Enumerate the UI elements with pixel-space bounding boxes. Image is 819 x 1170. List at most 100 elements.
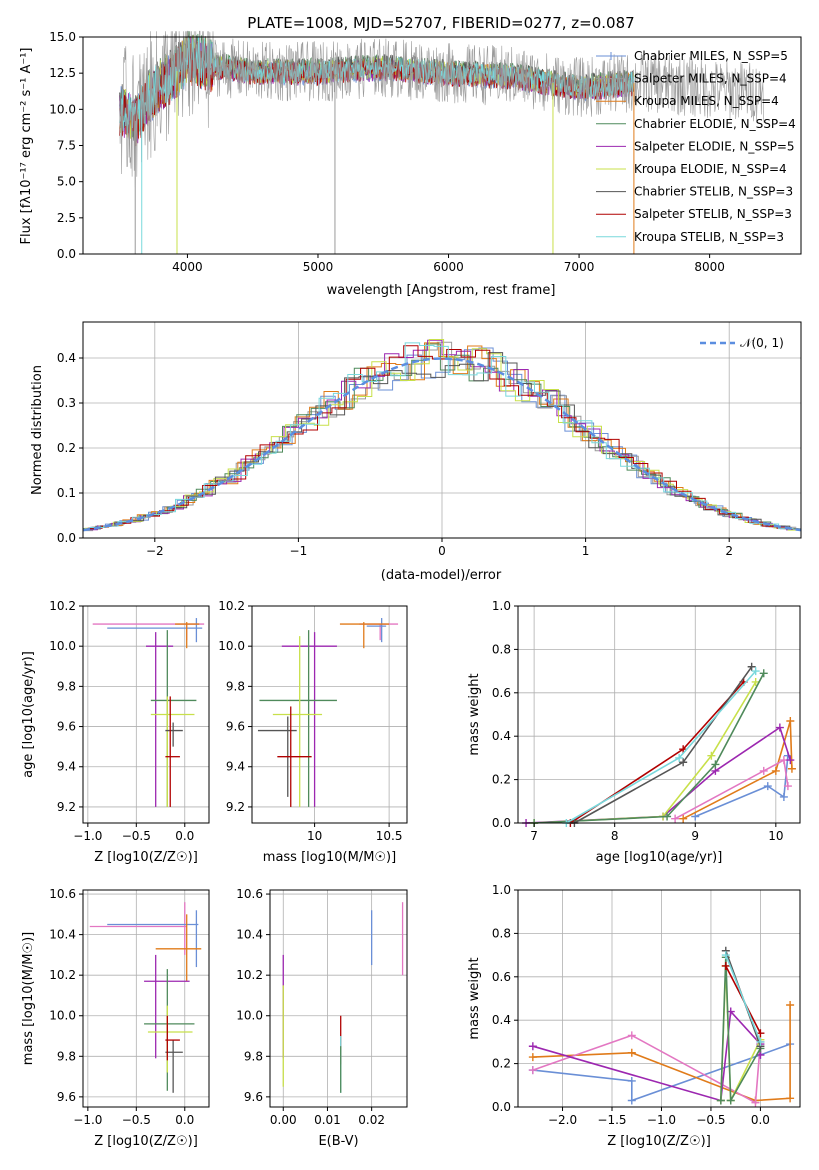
weight-point-marker: [627, 1096, 636, 1105]
x-tick-label: 0.02: [358, 1113, 385, 1127]
legend-normal-label: 𝒩(0, 1): [740, 336, 784, 350]
x-tick-label: −1.0: [647, 1113, 676, 1127]
y-tick-label: 9.6: [57, 720, 76, 734]
residuals-y-tick-label: 0.1: [57, 486, 76, 500]
weight-point-marker: [528, 1053, 537, 1062]
y-tick-label: 10.0: [236, 1009, 263, 1023]
age-vs-Z-panel: −1.0 −0.5 0.0 9.2 9.4 9.6 9.8 10.0 10.2 Z [log10(…: [21, 599, 210, 865]
x-tick-label: −0.5: [122, 1113, 151, 1127]
legend-label: Salpeter STELIB, N_SSP=3: [634, 207, 792, 221]
x-tick-label: 0.0: [751, 1113, 770, 1127]
spectrum-title: PLATE=1008, MJD=52707, FIBERID=0277, z=0…: [247, 14, 634, 32]
weight-series-line: [674, 758, 789, 820]
weight-point-marker: [528, 1066, 537, 1075]
spectrum-y-tick-label: 0.0: [57, 247, 76, 261]
residuals-y-tick-label: 0.0: [57, 531, 76, 545]
weight-series-line: [565, 670, 757, 824]
spectrum-x-axis-label: wavelength [Angstrom, rest frame]: [327, 283, 556, 298]
y-tick-label: 9.6: [226, 720, 245, 734]
axes-frame: [269, 889, 408, 1108]
axes-frame: [517, 605, 801, 824]
x-tick-label: −1.5: [597, 1113, 626, 1127]
legend-label: Salpeter MILES, N_SSP=4: [634, 72, 787, 86]
axes-frame: [82, 889, 210, 1108]
y-tick-label: 0.2: [492, 773, 511, 787]
x-tick-label: −0.5: [122, 829, 151, 843]
weight-point-marker: [663, 812, 672, 821]
spectrum-x-tick-label: 5000: [303, 260, 334, 274]
x-axis-label: Z [log10(Z/Z☉)]: [94, 850, 198, 865]
y-tick-label: 0.4: [492, 1013, 511, 1027]
residuals-histogram-step: [86, 352, 801, 530]
y-tick-label: 10.0: [49, 1009, 76, 1023]
weight-point-marker: [675, 753, 684, 762]
weight-point-marker: [751, 667, 760, 676]
y-tick-label: 9.8: [57, 1049, 76, 1063]
y-tick-label: 9.6: [244, 1090, 263, 1104]
y-tick-label: 0.6: [492, 970, 511, 984]
y-tick-label: 0.2: [492, 1057, 511, 1071]
x-tick-label: 0.01: [314, 1113, 341, 1127]
y-tick-label: 9.8: [57, 679, 76, 693]
weight-point-marker: [528, 1042, 537, 1051]
weight-point-marker: [787, 764, 796, 773]
residuals-histogram-step: [83, 339, 801, 531]
weight-series-line: [725, 954, 762, 1043]
residuals-y-axis-label: Normed distribution: [30, 365, 45, 495]
y-tick-label: 0.8: [492, 926, 511, 940]
legend-label: Chabrier ELODIE, N_SSP=4: [634, 117, 796, 131]
y-tick-label: 9.2: [57, 800, 76, 814]
spectrum-y-tick-label: 15.0: [49, 30, 76, 44]
residuals-normal-curve: [82, 357, 802, 532]
weight-point-marker: [726, 1096, 735, 1105]
weight-point-marker: [679, 814, 688, 823]
x-tick-label: −1.0: [73, 1113, 102, 1127]
y-tick-label: 9.8: [244, 1049, 263, 1063]
y-tick-label: 9.4: [226, 760, 245, 774]
y-axis-label: mass weight: [467, 673, 482, 755]
residuals-y-tick-label: 0.3: [57, 396, 76, 410]
residuals-histogram-step: [89, 342, 801, 530]
spectrum-observed-line: [119, 30, 765, 188]
residuals-x-tick-label: 1: [582, 544, 590, 558]
x-tick-label: 0.00: [270, 1113, 297, 1127]
x-tick-label: 9: [691, 829, 699, 843]
y-tick-label: 10.6: [236, 887, 263, 901]
residuals-x-axis-label: (data-model)/error: [381, 568, 502, 583]
legend-label: Salpeter ELODIE, N_SSP=5: [634, 139, 795, 153]
y-tick-label: 1.0: [492, 883, 511, 897]
y-tick-label: 10.2: [49, 968, 76, 982]
weight-point-marker: [763, 782, 772, 791]
weight-series-line: [569, 681, 745, 824]
weight-point-marker: [759, 669, 768, 678]
residuals-x-tick-label: 0: [438, 544, 446, 558]
weight-point-marker: [721, 951, 730, 960]
y-tick-label: 10.0: [49, 639, 76, 653]
weight-point-marker: [786, 717, 795, 726]
legend-label: Kroupa MILES, N_SSP=4: [634, 94, 779, 108]
legend-label: Kroupa STELIB, N_SSP=3: [634, 230, 784, 244]
spectrum-y-tick-label: 12.5: [49, 66, 76, 80]
weight-point-marker: [756, 1037, 765, 1046]
x-axis-label: Z [log10(Z/Z☉)]: [607, 1134, 711, 1149]
y-tick-label: 10.0: [218, 639, 245, 653]
weight-point-marker: [775, 723, 784, 732]
residuals-panel: −2 −1 0 1 2 0.0 0.1 0.2 0.3 0.4 (data-model)/erro…: [30, 321, 802, 583]
weight-point-marker: [627, 1076, 636, 1085]
x-tick-label: −2.0: [548, 1113, 577, 1127]
legend-label: Chabrier MILES, N_SSP=5: [634, 49, 788, 63]
y-tick-label: 9.8: [226, 679, 245, 693]
weight-vs-Z-panel: −2.0 −1.5 −1.0 −0.5 0.0 0.0 0.2 0.4 0.6 0.8 1.0 Z […: [467, 883, 801, 1149]
weight-point-marker: [751, 1098, 760, 1107]
y-axis-label: mass weight: [467, 957, 482, 1039]
y-tick-label: 10.2: [49, 599, 76, 613]
weight-point-marker: [779, 792, 788, 801]
x-tick-label: 7: [530, 829, 538, 843]
x-tick-label: 10.5: [376, 829, 403, 843]
x-axis-label: E(B-V): [318, 1134, 358, 1149]
y-tick-label: 9.6: [57, 1090, 76, 1104]
y-tick-label: 9.4: [57, 760, 76, 774]
y-tick-label: 0.8: [492, 642, 511, 656]
mass-vs-ebv-panel: 0.00 0.01 0.02 9.6 9.8 10.0 10.2 10.4 10.6 E(B-V): [236, 887, 408, 1149]
